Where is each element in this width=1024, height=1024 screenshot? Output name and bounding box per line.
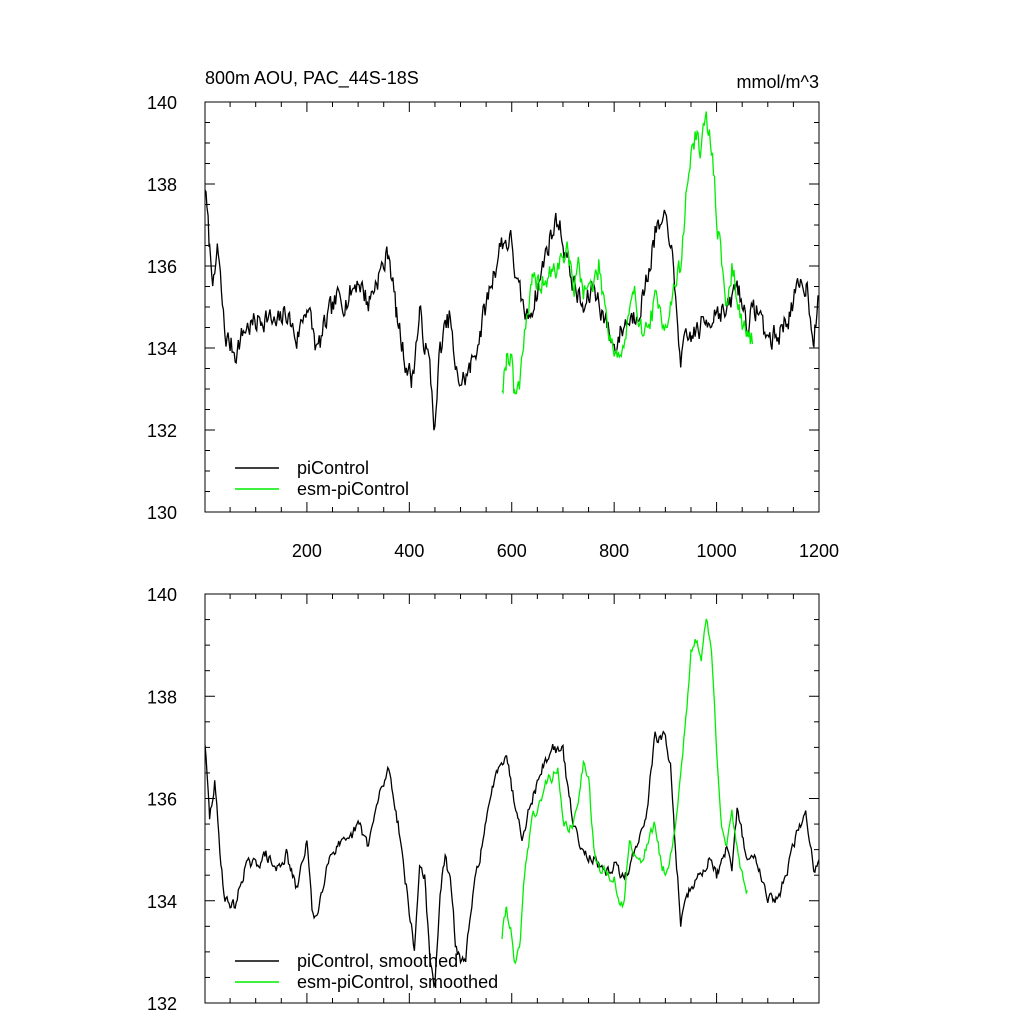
y-tick-label: 132 xyxy=(147,994,177,1014)
top-panel: 200 400 600 800 1000 1200 130 132 134 136 138 140 pi… xyxy=(147,93,839,561)
y-tick-label: 138 xyxy=(147,687,177,707)
x-tick-label: 1000 xyxy=(697,541,737,561)
legend-label: esm-piControl, smoothed xyxy=(297,972,498,992)
units-label: mmol/m^3 xyxy=(737,72,819,92)
legend-label: piControl, smoothed xyxy=(297,951,458,971)
series-line-1 xyxy=(501,111,754,395)
bottom-panel: 132 134 136 138 140 piControl, smoothedesm-pi… xyxy=(147,585,820,1014)
y-tick-label: 134 xyxy=(147,339,177,359)
series-line-0 xyxy=(205,189,819,431)
y-tick-label: 140 xyxy=(147,585,177,605)
y-tick-label: 130 xyxy=(147,503,177,523)
legend-label: piControl xyxy=(297,458,369,478)
chart-title: 800m AOU, PAC_44S-18S xyxy=(205,68,419,89)
y-tick-label: 136 xyxy=(147,257,177,277)
x-tick-label: 600 xyxy=(497,541,527,561)
x-tick-label: 200 xyxy=(292,541,322,561)
y-tick-label: 136 xyxy=(147,790,177,810)
y-tick-label: 132 xyxy=(147,421,177,441)
series-line-0 xyxy=(205,730,819,989)
y-tick-label: 134 xyxy=(147,892,177,912)
series-line-1 xyxy=(501,618,748,965)
x-tick-label: 800 xyxy=(599,541,629,561)
y-tick-label: 138 xyxy=(147,175,177,195)
x-tick-label: 1200 xyxy=(799,541,839,561)
y-tick-label: 140 xyxy=(147,93,177,113)
legend-label: esm-piControl xyxy=(297,479,409,499)
x-tick-label: 400 xyxy=(394,541,424,561)
